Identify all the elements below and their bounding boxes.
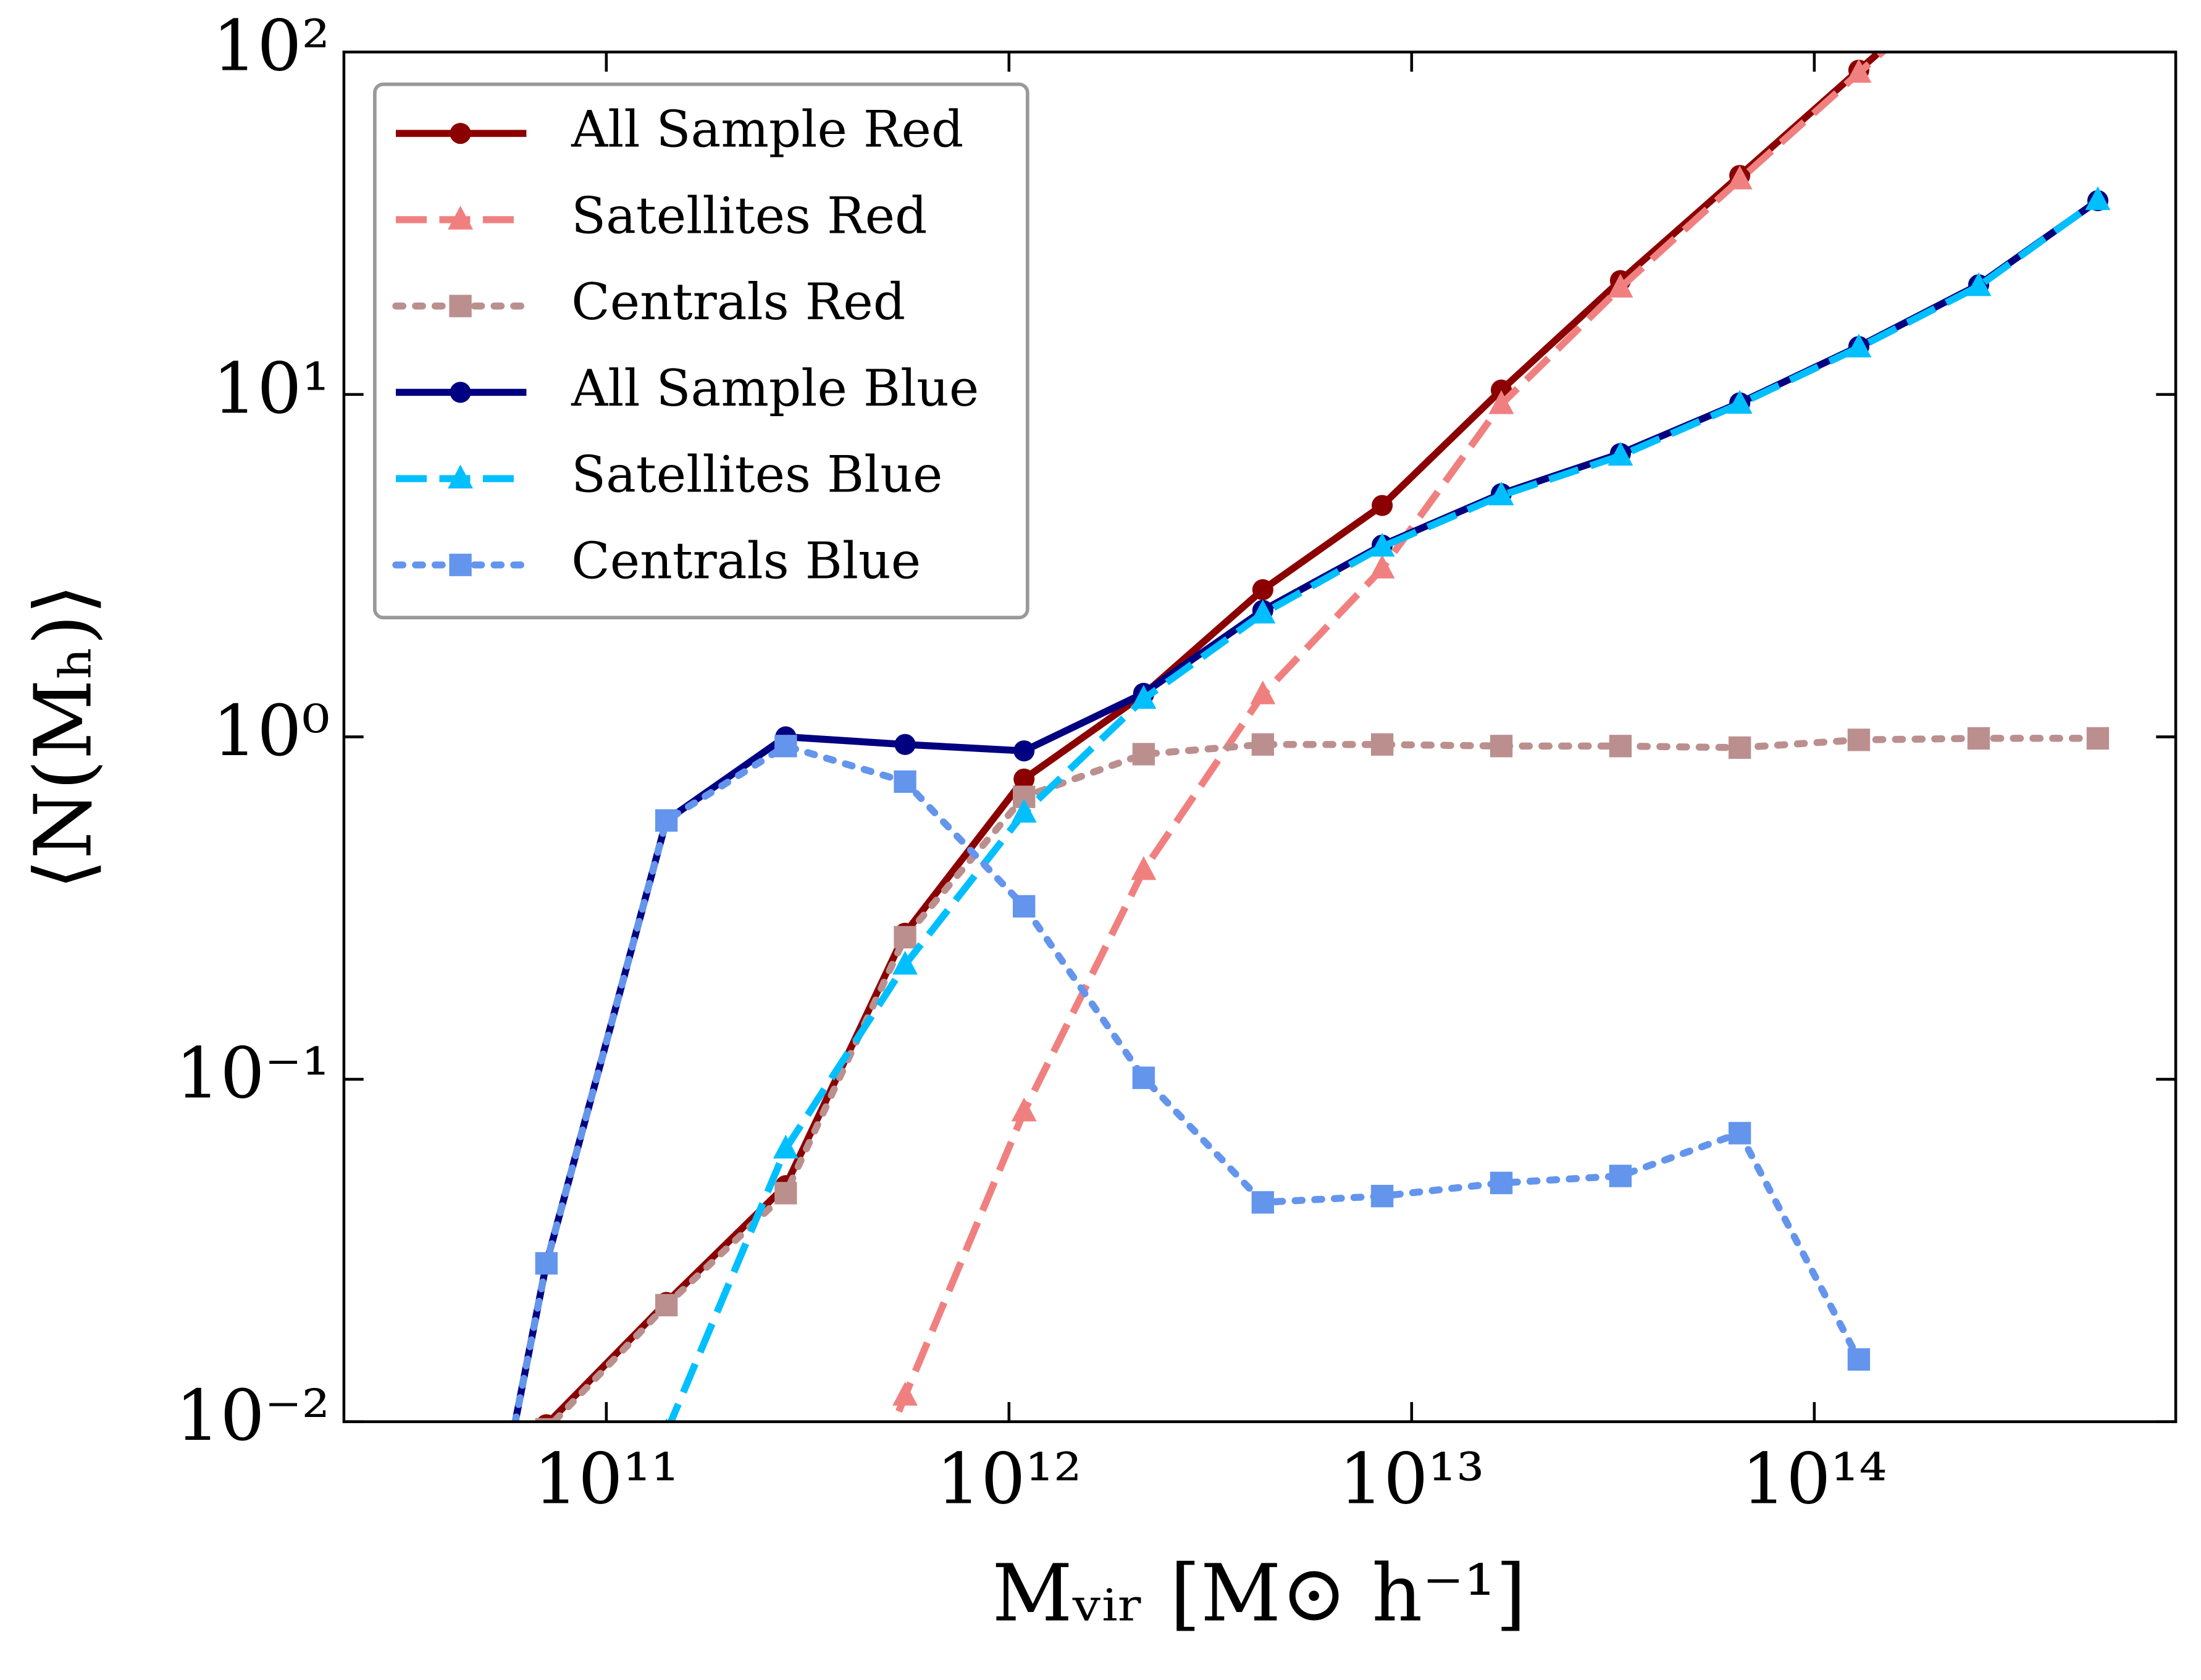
- marker: [1132, 743, 1155, 766]
- marker: [1013, 895, 1036, 918]
- marker: [1847, 729, 1871, 751]
- marker: [1846, 333, 1872, 357]
- marker: [773, 1134, 799, 1159]
- marker: [1252, 579, 1273, 601]
- y-tick-label: 10⁰: [212, 690, 330, 772]
- series-line: [548, 735, 2102, 1422]
- marker: [1727, 390, 1753, 414]
- marker: [1132, 1066, 1155, 1089]
- legend-label: Centrals Blue: [571, 532, 921, 591]
- marker: [449, 553, 472, 577]
- marker: [1369, 532, 1395, 557]
- marker: [1013, 740, 1035, 762]
- y-axis-label: ⟨N(Mₕ)⟩: [19, 584, 110, 890]
- plot-area: [511, 52, 2111, 1422]
- y-tick-label: 10²: [212, 6, 330, 87]
- marker: [894, 733, 916, 755]
- y-tick-label: 10¹: [212, 348, 330, 429]
- legend-label: All Sample Red: [571, 101, 963, 159]
- marker: [1372, 495, 1393, 516]
- legend: All Sample Red Satellites Red Centrals Red…: [373, 82, 1029, 620]
- marker: [1011, 798, 1037, 823]
- marker: [774, 1182, 797, 1205]
- marker: [892, 950, 918, 975]
- x-tick-label: 10¹¹: [534, 1438, 679, 1519]
- marker: [1728, 736, 1751, 759]
- marker: [1609, 1164, 1632, 1187]
- marker: [1490, 1171, 1513, 1195]
- marker: [1847, 1348, 1871, 1371]
- marker: [1250, 600, 1276, 624]
- marker: [1966, 272, 1992, 296]
- marker: [655, 1293, 678, 1317]
- legend-label: Satellites Red: [571, 186, 927, 245]
- marker: [1369, 554, 1395, 579]
- y-tick-label: 10⁻²: [175, 1375, 330, 1456]
- legend-label: All Sample Blue: [571, 359, 979, 418]
- marker: [894, 770, 916, 793]
- marker: [1608, 274, 1633, 298]
- marker: [450, 382, 471, 403]
- marker: [535, 1418, 558, 1422]
- marker: [1011, 1097, 1037, 1122]
- marker: [655, 809, 678, 832]
- marker: [2086, 727, 2110, 750]
- marker: [449, 295, 472, 317]
- x-tick-label: 10¹²: [936, 1438, 1082, 1519]
- marker: [1608, 441, 1633, 466]
- legend-label: Centrals Red: [571, 273, 905, 332]
- marker: [1488, 481, 1514, 506]
- legend-label: Satellites Blue: [571, 446, 942, 504]
- marker: [1131, 685, 1157, 709]
- marker: [1488, 390, 1514, 414]
- marker: [892, 1382, 918, 1406]
- marker: [894, 926, 916, 949]
- marker: [1013, 768, 1035, 790]
- marker: [1727, 165, 1753, 190]
- marker: [535, 1252, 558, 1275]
- x-tick-label: 10¹⁴: [1742, 1438, 1887, 1519]
- marker: [1967, 727, 1990, 750]
- y-tick-label: 10⁻¹: [175, 1033, 330, 1114]
- marker: [448, 206, 473, 230]
- x-axis-label: Mᵥᵢᵣ [M⊙ h⁻¹]: [992, 1548, 1526, 1639]
- marker: [1370, 1184, 1394, 1208]
- x-tick-label: 10¹³: [1339, 1438, 1485, 1519]
- marker: [448, 464, 473, 489]
- marker: [1251, 733, 1275, 756]
- marker: [1251, 1191, 1275, 1214]
- axes-ticks: 10¹¹ 10¹² 10¹³ 10¹⁴ 10⁻² 10⁻¹ 10⁰ 10¹ 10²: [175, 6, 2176, 1519]
- marker: [1728, 1122, 1751, 1145]
- marker: [1250, 680, 1276, 704]
- legend-box: [373, 82, 1029, 620]
- marker: [774, 735, 797, 758]
- marker: [1370, 733, 1394, 756]
- marker: [1609, 735, 1632, 758]
- marker: [1131, 856, 1157, 880]
- marker: [450, 123, 471, 144]
- marker: [1490, 735, 1513, 758]
- marker: [2085, 186, 2111, 211]
- marker: [1846, 59, 1872, 83]
